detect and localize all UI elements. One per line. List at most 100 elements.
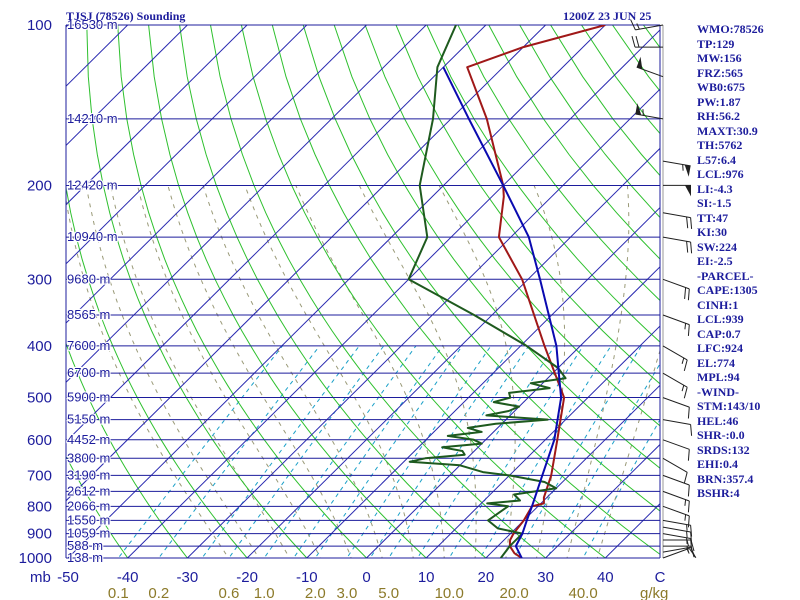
- isotherm-line: [127, 29, 660, 558]
- mixing-ratio-line: [228, 345, 385, 558]
- dry-adiabats: [66, 25, 660, 558]
- mixing-ratio-line: [292, 345, 444, 558]
- index-item: STM:143/10: [697, 399, 761, 413]
- wind-barb: [662, 419, 693, 436]
- pressure-tick-label: 600: [27, 432, 52, 449]
- index-item: LCL:976: [697, 167, 744, 181]
- height-label: 14210 m: [67, 111, 118, 126]
- height-label: 3190 m: [67, 467, 110, 482]
- dry-adiabat-line: [66, 341, 189, 558]
- dry-adiabat-line: [117, 25, 368, 558]
- isotherm-line: [67, 25, 606, 558]
- wind-barb: [630, 19, 664, 31]
- wind-barb: [662, 505, 690, 528]
- height-label: 2066 m: [67, 498, 110, 513]
- pressure-tick-label: 300: [27, 271, 52, 288]
- mixing-ratio-line: [582, 418, 660, 558]
- mixing-ratio-line: [513, 345, 642, 558]
- isotherm-line: [425, 325, 660, 558]
- index-item: -WIND-: [697, 384, 739, 399]
- mixing-ratio-line: [117, 345, 283, 558]
- wind-barb: [631, 35, 663, 48]
- index-item: BSHR:4: [697, 486, 740, 500]
- mixing-ratio-lines: [117, 345, 660, 558]
- moist-adiabat-line: [110, 185, 290, 558]
- wind-barb: [662, 372, 688, 399]
- pressure-axis-label: mb: [30, 569, 51, 586]
- wind-barb: [662, 519, 693, 537]
- temperature-tick-label: -10: [296, 569, 318, 586]
- index-item: RH:56.2: [697, 109, 740, 123]
- wind-barb: [662, 474, 690, 497]
- isotherm-line: [187, 88, 660, 558]
- pressure-tick-label: 400: [27, 338, 52, 355]
- dry-adiabat-line: [302, 25, 660, 512]
- moist-adiabat-line: [566, 185, 630, 558]
- moist-adiabat-line: [358, 185, 477, 558]
- index-item: EI:-2.5: [697, 254, 733, 268]
- pressure-tick-label: 800: [27, 498, 52, 515]
- mixing-ratio-tick-label: 40.0: [568, 585, 597, 600]
- wind-barb: [662, 490, 690, 513]
- index-item: SHR-:0.0: [697, 428, 745, 442]
- index-item: FRZ:565: [697, 65, 743, 80]
- index-item: PW:1.87: [697, 94, 741, 109]
- moist-adiabat-line: [533, 185, 566, 558]
- index-item: CAPE:1305: [697, 283, 758, 297]
- mixing-ratio-line: [369, 345, 513, 558]
- index-panel: WMO:78526 TP:129 MW:156 FRZ:565 WB0:675 PW:1.…: [697, 22, 797, 501]
- index-item: TP:129: [697, 36, 735, 51]
- index-item: WMO:78526: [697, 22, 764, 36]
- temperature-line: [466, 25, 606, 558]
- index-item: EHI:0.4: [697, 457, 739, 471]
- wind-barb: [662, 526, 693, 544]
- isotherm-line: [545, 443, 660, 558]
- isotherm-line: [66, 25, 546, 502]
- moist-adiabat-line: [137, 185, 321, 558]
- wind-barb: [662, 278, 690, 301]
- index-item: -PARCEL-: [697, 268, 754, 283]
- mixing-ratio-tick-label: 0.6: [218, 585, 239, 600]
- isotherm-line: [306, 206, 660, 558]
- moist-adiabat-line: [85, 185, 260, 558]
- height-label: 1550 m: [67, 512, 110, 527]
- index-item: MW:156: [697, 51, 742, 65]
- index-item: LI:-4.3: [697, 181, 733, 196]
- mixing-ratio-tick-label: 20.0: [499, 585, 528, 600]
- isotherm-line: [66, 25, 487, 443]
- moist-adiabat-line: [66, 197, 230, 558]
- temperature-tick-label: -40: [117, 569, 139, 586]
- dry-adiabat-line: [488, 25, 660, 260]
- height-label: 2612 m: [67, 483, 110, 498]
- index-item: HEL:46: [697, 413, 739, 428]
- index-item: LFC:924: [697, 341, 743, 355]
- pressure-tick-label: 1000: [19, 550, 52, 567]
- wind-barb: [663, 184, 691, 197]
- wind-barb: [662, 345, 688, 372]
- mixing-ratio-tick-label: 0.2: [148, 585, 169, 600]
- isotherm-line: [66, 25, 248, 206]
- height-label: 10940 m: [67, 229, 118, 244]
- wind-barb: [662, 547, 697, 559]
- index-item: WB0:675: [697, 80, 745, 94]
- height-label: 5900 m: [67, 390, 110, 405]
- index-item: BRN:357.4: [697, 471, 754, 486]
- mixing-ratio-line: [158, 345, 320, 558]
- index-item: CAP:0.7: [697, 326, 741, 341]
- isotherm-line: [366, 266, 660, 558]
- temperature-tick-label: 0: [362, 569, 370, 586]
- station-title: TJSJ (78526) Sounding: [66, 9, 185, 23]
- mixing-ratio-tick-label: 10.0: [435, 585, 464, 600]
- dry-adiabat-line: [66, 455, 129, 558]
- isotherm-line: [66, 25, 308, 265]
- wind-barb: [662, 457, 688, 484]
- dry-adiabat-line: [240, 25, 607, 558]
- index-item: TT:47: [697, 210, 729, 225]
- mixing-ratio-tick-label: 2.0: [305, 585, 326, 600]
- moist-adiabat-line: [438, 185, 516, 558]
- moist-adiabat-line: [202, 185, 383, 558]
- dry-adiabat-line: [148, 25, 427, 558]
- height-label: 4452 m: [67, 432, 110, 447]
